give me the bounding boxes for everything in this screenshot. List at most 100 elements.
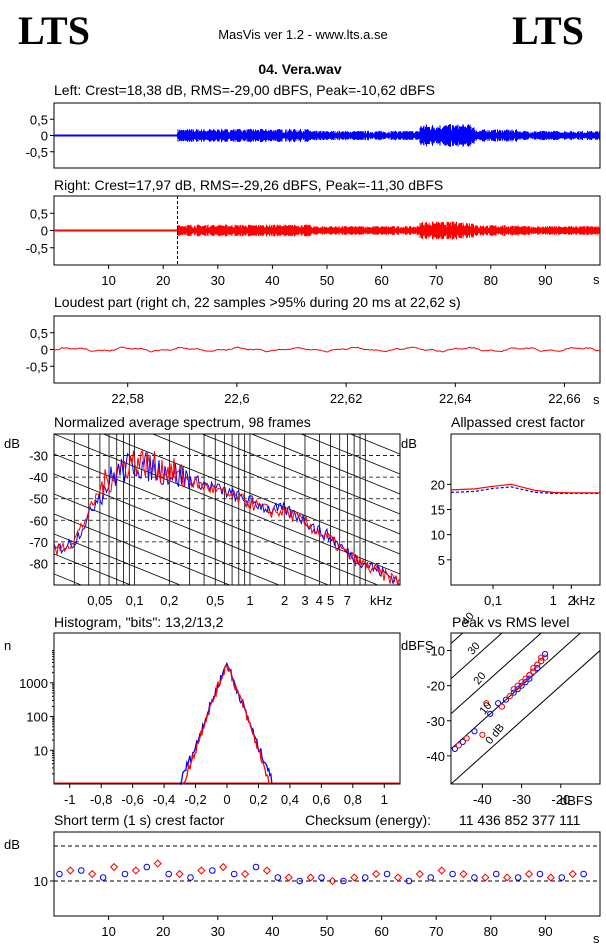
peak-rms-point-left — [451, 745, 458, 753]
short-term-xtick-label: 70 — [429, 924, 443, 939]
spectrum-slope-line — [54, 614, 400, 754]
peak-rms-point-left — [534, 665, 541, 672]
spectrum-slope-line — [54, 533, 182, 585]
peak-rms-xlabel: dBFS — [560, 793, 593, 808]
spectrum-series-left — [54, 452, 400, 585]
app-title: MasVis ver 1.2 - www.lts.a.se — [218, 27, 388, 42]
loudest-part-xtick-label: 22,64 — [439, 391, 472, 406]
short-term-point-left — [209, 867, 216, 874]
short-term-point-right — [240, 869, 250, 879]
histogram-xtick-label: 0,6 — [312, 792, 330, 807]
spectrum-xunit: kHz — [370, 593, 392, 608]
peak-rms-point-left — [510, 689, 517, 696]
short-term-xtick-label: 90 — [538, 924, 552, 939]
spectrum-slope-line — [54, 434, 400, 575]
short-term-ytick-label: 10 — [34, 874, 48, 889]
short-term-xtick-label: 80 — [484, 924, 498, 939]
loudest-part-xtick-label: 22,6 — [224, 391, 249, 406]
short-term-xtick-label: 30 — [211, 924, 225, 939]
peak-rms-point-right — [530, 668, 537, 675]
spectrum-xtick-label: 0,5 — [206, 593, 224, 608]
peak-rms-crest-label: 10 — [477, 700, 494, 717]
short-term-point-right — [459, 869, 468, 879]
left-waveform-ytick-label: 0 — [41, 129, 48, 144]
short-term-xtick-label: 20 — [156, 924, 170, 939]
peak-rms-point-right — [538, 658, 545, 665]
histogram-ytick-label: 10 — [34, 743, 48, 758]
loudest-part-xtick-label: 22,66 — [548, 391, 581, 406]
peak-rms-point-right — [479, 731, 486, 738]
peak-rms-point-left — [522, 679, 529, 686]
brand-left: LTS — [18, 8, 90, 53]
spectrum-ylabel: dB — [4, 436, 20, 451]
short-term-point-left — [143, 863, 151, 871]
short-term-point-right — [524, 869, 534, 879]
peak-rms-point-left — [487, 710, 494, 717]
right-waveform-xtick-label: 80 — [484, 273, 498, 288]
peak-rms-point-right — [530, 665, 537, 672]
short-term-xtick-label: 40 — [265, 924, 279, 939]
peak-rms-point-left — [514, 686, 521, 693]
histogram-title: Histogram, "bits": 13,2/13,2 — [54, 614, 224, 630]
peak-rms-xtick-label: -20 — [551, 792, 570, 807]
histogram-xtick-label: 0,8 — [344, 792, 362, 807]
spectrum-frame — [53, 433, 401, 586]
right-waveform-xtick-label: 90 — [538, 273, 552, 288]
spectrum-title: Normalized average spectrum, 98 frames — [54, 414, 311, 430]
crest-factor-series-right — [450, 483, 600, 494]
spectrum-ytick-label: -80 — [29, 556, 48, 571]
peak-rms-point-left — [526, 675, 533, 682]
spectrum-slope-line — [151, 434, 400, 535]
peak-rms-ytick-label: -10 — [426, 644, 445, 659]
peak-rms-point-right — [538, 654, 545, 661]
spectrum-ytick-label: -60 — [29, 513, 48, 528]
loudest-part-xtick-label: 22,58 — [111, 391, 144, 406]
crest-ylabel: dB — [401, 436, 417, 451]
loudest-part-ytick-label: 0,5 — [30, 326, 48, 341]
spectrum-slope-line — [54, 553, 132, 585]
short-term-point-right — [175, 869, 184, 879]
spectrum-ytick-label: -40 — [29, 470, 48, 485]
histogram-xtick-label: -0,2 — [184, 792, 206, 807]
histogram-ylabel: n — [4, 638, 11, 653]
histogram-xtick-label: 0,4 — [281, 792, 299, 807]
short-term-point-left — [536, 870, 544, 878]
loudest-part-ytick-label: 0 — [41, 343, 48, 358]
crest-factor-xtick-label: 0,1 — [484, 593, 502, 608]
short-term-xunit: s — [593, 931, 600, 946]
peak-rms-crest-line — [451, 633, 582, 750]
file-title: 04. Vera.wav — [258, 61, 342, 77]
spectrum-xtick-label: 7 — [344, 593, 351, 608]
peak-rms-crest-label: 0 dB — [483, 722, 507, 747]
peak-rms-point-right — [463, 735, 470, 742]
short-term-point-left — [187, 874, 194, 881]
peak-rms-ylabel: dBFS — [401, 638, 434, 653]
short-term-point-right — [393, 873, 403, 882]
short-term-point-right — [372, 869, 381, 879]
checksum-label: Checksum (energy): — [305, 812, 431, 828]
peak-rms-crest-line — [451, 633, 542, 715]
peak-rms-point-left — [542, 651, 549, 658]
short-term-xtick-label: 50 — [320, 924, 334, 939]
short-term-point-right — [481, 873, 490, 882]
short-term-point-right — [546, 873, 555, 882]
short-term-point-left — [318, 874, 325, 881]
histogram-xtick-label: -0,4 — [153, 792, 175, 807]
spectrum-xtick-label: 5 — [327, 593, 334, 608]
crest-factor-ytick-label: 10 — [431, 528, 445, 543]
short-term-point-right — [284, 873, 293, 882]
peak-rms-point-right — [526, 672, 533, 679]
histogram-xtick-label: 1 — [381, 792, 388, 807]
short-term-point-right — [306, 873, 315, 882]
right-waveform-signal — [177, 221, 600, 240]
loudest-part-title: Loudest part (right ch, 22 samples >95% … — [54, 294, 461, 310]
short-term-point-left — [340, 877, 347, 885]
short-term-point-right — [109, 862, 119, 872]
peak-rms-point-right — [455, 742, 462, 749]
short-term-point-left — [427, 874, 435, 881]
right-waveform-xtick-label: 20 — [156, 273, 170, 288]
spectrum-slope-line — [54, 493, 280, 585]
right-waveform-xtick-label: 60 — [374, 273, 388, 288]
right-waveform-ytick-label: -0,5 — [26, 241, 48, 256]
